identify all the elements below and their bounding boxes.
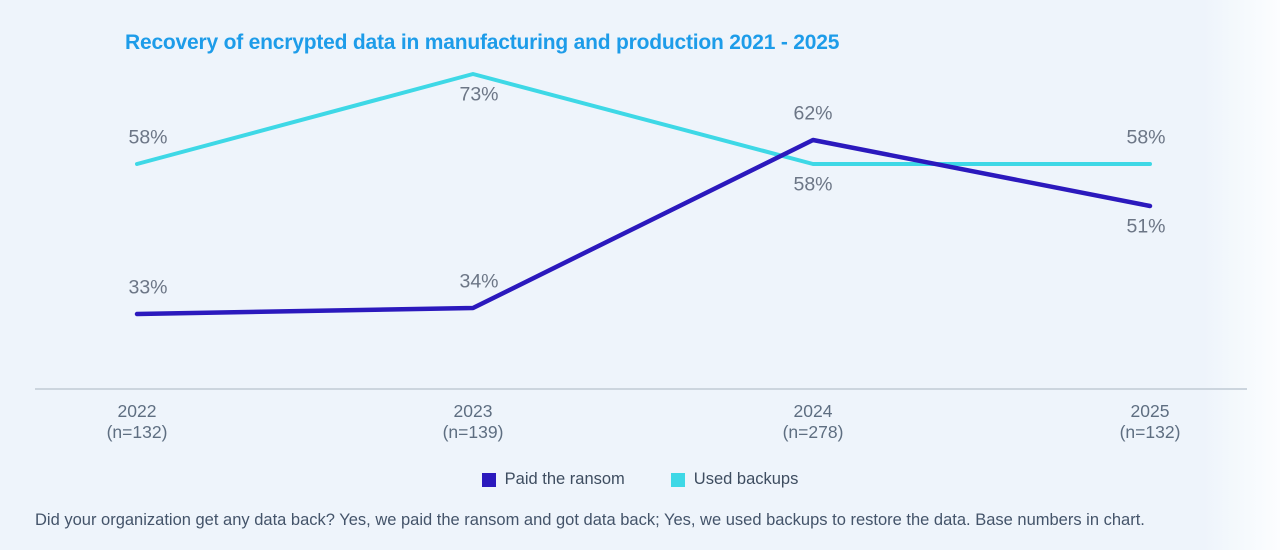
legend: Paid the ransom Used backups xyxy=(0,470,1280,489)
chart-title: Recovery of encrypted data in manufactur… xyxy=(125,31,840,54)
footnote: Did your organization get any data back?… xyxy=(35,511,1145,529)
legend-item-used-backups: Used backups xyxy=(670,470,799,489)
used-backups-line xyxy=(135,72,1152,166)
legend-item-paid-ransom: Paid the ransom xyxy=(481,470,625,489)
used-backups-swatch-icon xyxy=(670,472,685,487)
legend-label: Used backups xyxy=(693,470,799,488)
legend-label: Paid the ransom xyxy=(504,470,625,488)
paid-ransom-swatch-icon xyxy=(481,472,496,487)
paid-ransom-line xyxy=(134,137,1153,317)
